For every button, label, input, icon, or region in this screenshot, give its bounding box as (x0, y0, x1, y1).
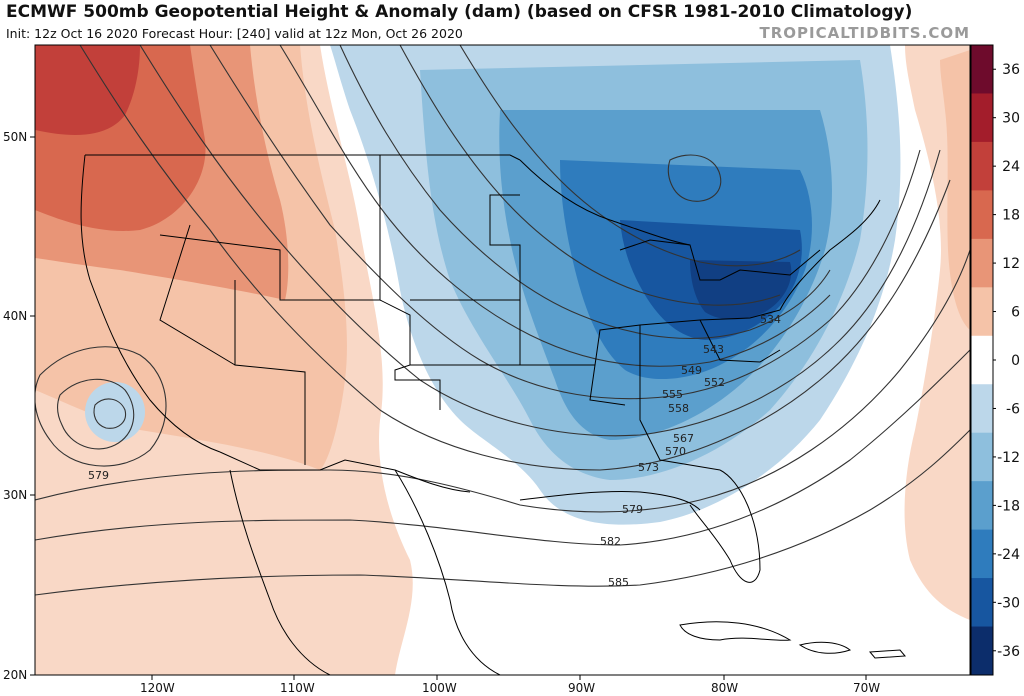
colorbar-swatch (971, 93, 993, 143)
colorbar: 36 30 24 18 12 6 0 -6 -12 -18 -24 -30 -36 (970, 44, 1020, 676)
lon-label-120w: 120W (140, 681, 175, 695)
contour-label: 579 (88, 469, 109, 482)
colorbar-tick-label: 6 (1011, 305, 1020, 321)
colorbar-tick-label: 0 (1011, 353, 1020, 369)
contour-labels: 534 543 549 552 555 558 567 570 573 579 … (88, 313, 781, 589)
lat-ticks (30, 136, 35, 676)
colorbar-swatch (971, 335, 993, 385)
colorbar-swatch (971, 481, 993, 531)
map-subtitle: Init: 12z Oct 16 2020 Forecast Hour: [24… (6, 26, 463, 41)
political-boundaries (80, 154, 881, 675)
colorbar-swatch (971, 626, 993, 676)
lon-label-70w: 70W (853, 681, 880, 695)
lon-label-100w: 100W (422, 681, 457, 695)
contour-label: 570 (665, 445, 686, 458)
contour-label: 549 (681, 364, 702, 377)
lon-label-110w: 110W (280, 681, 315, 695)
contour-label: 558 (668, 402, 689, 415)
colorbar-swatch (971, 45, 993, 94)
colorbar-swatch (971, 529, 993, 579)
contour-label: 543 (703, 343, 724, 356)
colorbar-tick-label: 18 (1002, 208, 1020, 224)
source-credit: TROPICALTIDBITS.COM (759, 24, 970, 42)
lat-label-30n: 30N (3, 488, 27, 502)
lon-label-90w: 90W (568, 681, 595, 695)
colorbar-swatch (971, 432, 993, 482)
lon-ticks (151, 675, 867, 680)
lat-label-50n: 50N (3, 130, 27, 144)
colorbar-tick-label: -24 (997, 547, 1020, 563)
colorbar-tick-label: 30 (1002, 111, 1020, 127)
lat-label-20n: 20N (3, 668, 27, 682)
colorbar-swatch (971, 141, 993, 191)
caribbean-islands (679, 621, 907, 659)
colorbar-tick-label: -30 (997, 595, 1020, 611)
contour-label: 585 (608, 576, 629, 589)
colorbar-tick-label: -12 (997, 450, 1020, 466)
colorbar-tick-label: -18 (997, 498, 1020, 514)
colorbar-swatch (971, 384, 993, 434)
map-title: ECMWF 500mb Geopotential Height & Anomal… (6, 2, 913, 22)
colorbar-swatch (971, 238, 993, 288)
negative-anomaly-fills (85, 45, 901, 525)
contour-label: 573 (638, 461, 659, 474)
contour-label: 567 (673, 432, 694, 445)
colorbar-tick-label: 36 (1002, 62, 1020, 78)
contour-label: 555 (662, 388, 683, 401)
lon-label-80w: 80W (711, 681, 738, 695)
map-frame (34, 44, 971, 676)
colorbar-tick-label: 24 (1002, 159, 1020, 175)
colorbar-swatch (971, 578, 993, 628)
contour-label: 552 (704, 376, 725, 389)
contour-label: 534 (760, 313, 781, 326)
contour-label: 582 (600, 535, 621, 548)
colorbar-tick-label: -36 (997, 644, 1020, 660)
colorbar-swatch (971, 190, 993, 240)
colorbar-swatch (971, 287, 993, 337)
height-contours (35, 45, 970, 596)
lat-label-40n: 40N (3, 309, 27, 323)
positive-anomaly-fills (35, 45, 970, 675)
colorbar-tick-label: -6 (1006, 401, 1020, 417)
contour-label: 579 (622, 503, 643, 516)
colorbar-tick-label: 12 (1002, 256, 1020, 272)
